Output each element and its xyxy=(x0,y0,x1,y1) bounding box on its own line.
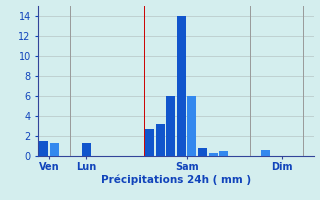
Bar xyxy=(166,96,175,156)
Bar xyxy=(177,16,186,156)
Bar xyxy=(50,143,59,156)
X-axis label: Précipitations 24h ( mm ): Précipitations 24h ( mm ) xyxy=(101,174,251,185)
Bar xyxy=(145,129,154,156)
Bar xyxy=(261,150,270,156)
Bar xyxy=(219,151,228,156)
Bar xyxy=(198,148,207,156)
Bar xyxy=(188,96,196,156)
Bar xyxy=(39,141,48,156)
Bar xyxy=(209,153,218,156)
Bar xyxy=(82,143,91,156)
Bar xyxy=(156,124,164,156)
